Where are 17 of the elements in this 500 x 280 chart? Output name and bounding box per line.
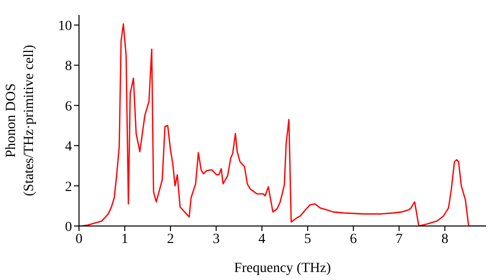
- x-tick-label: 5: [304, 232, 312, 247]
- x-tick-label: 4: [258, 232, 266, 247]
- y-tick-label: 8: [65, 59, 72, 74]
- y-tick-label: 10: [58, 19, 72, 34]
- x-tick-label: 6: [350, 232, 357, 247]
- x-tick-label: 1: [121, 232, 128, 247]
- y-axis-title: Phonon DOS (States/THz·primitive cell): [4, 44, 37, 196]
- y-tick-label: 6: [65, 99, 72, 114]
- x-tick-label: 8: [441, 232, 448, 247]
- x-tick-label: 3: [212, 232, 220, 247]
- y-tick-label: 2: [65, 180, 72, 195]
- x-axis-title: Frequency (THz): [234, 261, 332, 276]
- x-tick-label: 7: [396, 232, 403, 247]
- y-tick-label: 4: [65, 140, 72, 155]
- x-tick-label: 2: [166, 232, 174, 247]
- x-tick-label: 0: [76, 232, 82, 247]
- y-tick-label: 0: [65, 220, 72, 235]
